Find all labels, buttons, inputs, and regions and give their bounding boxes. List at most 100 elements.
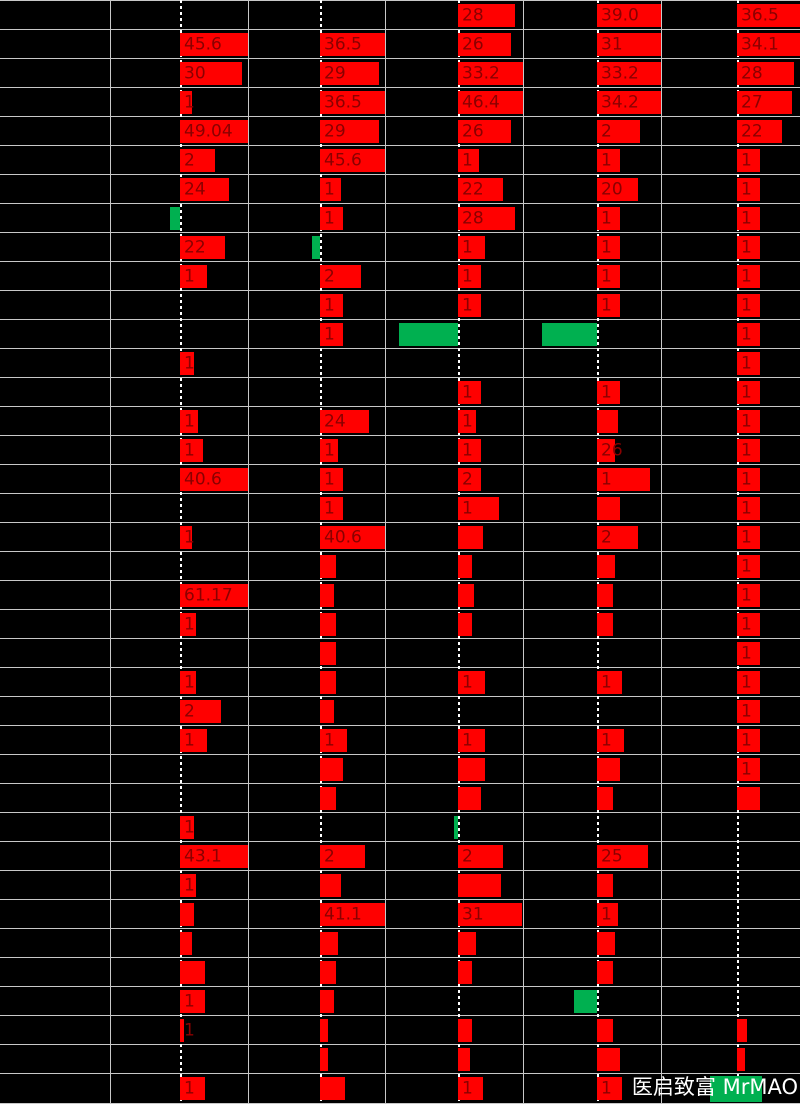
bar-value-label: 1 (462, 411, 473, 431)
bar (597, 932, 616, 955)
bar: 1 (320, 323, 343, 346)
bar (458, 874, 502, 897)
bar-value-label: 1 (741, 730, 752, 750)
bar-value-label: 1 (324, 179, 335, 199)
bar: 41.1 (320, 903, 385, 926)
bar-value-label: 1 (462, 237, 473, 257)
grid-column-line (385, 0, 386, 1104)
bar-value-label: 34.1 (741, 34, 779, 54)
bar (597, 613, 614, 636)
bar-value-label: 1 (601, 904, 612, 924)
bar-value-label: 1 (462, 295, 473, 315)
bar-value-label: 1 (741, 295, 752, 315)
bar: 61.17 (180, 584, 248, 607)
bar: 1 (597, 236, 620, 259)
bar-value-label: 22 (741, 121, 763, 141)
bar-value-label: 1 (741, 759, 752, 779)
bar-value-label: 1 (601, 237, 612, 257)
bar (320, 584, 335, 607)
bar: 26 (458, 120, 512, 143)
bar-value-label: 27 (741, 92, 763, 112)
bar-value-label: 36.5 (324, 92, 362, 112)
bar: 36.5 (320, 91, 385, 114)
bar: 1 (737, 468, 760, 491)
bar: 46.4 (458, 91, 523, 114)
bar: 49.04 (180, 120, 248, 143)
bar: 26 (597, 439, 623, 462)
bar-value-label: 1 (462, 1078, 473, 1098)
bar (458, 961, 473, 984)
grid-row-line (0, 348, 800, 349)
chart-panel-panel-1: 45.6 30 1 49.04 2 24 22 1 1 1 1 40.6 1 61.17 1 1 2 1 1 43.1… (111, 0, 248, 1104)
bar: 24 (320, 410, 370, 433)
grid-row-line (0, 870, 800, 871)
bar-value-label: 1 (324, 469, 335, 489)
bar-value-label: 25 (601, 846, 623, 866)
bar-value-label: 1 (601, 266, 612, 286)
bar (597, 961, 614, 984)
bar (320, 787, 337, 810)
bar (458, 932, 477, 955)
bar-value-label: 46.4 (462, 92, 500, 112)
bar: 25 (597, 845, 649, 868)
bar-value-label: 26 (462, 121, 484, 141)
bar: 1 (737, 555, 760, 578)
bar-value-label: 33.2 (462, 63, 500, 83)
bar (458, 613, 473, 636)
bar (597, 410, 618, 433)
bar-value-label: 1 (741, 527, 752, 547)
bar: 1 (458, 149, 479, 172)
bar-value-label: 1 (462, 440, 473, 460)
bar-value-label: 1 (184, 1078, 195, 1098)
bar-value-label: 1 (184, 614, 195, 634)
bar (597, 787, 614, 810)
bar: 1 (320, 207, 343, 230)
bar: 2 (320, 265, 361, 288)
bar-value-label: 1 (741, 382, 752, 402)
bar-value-label: 22 (184, 237, 206, 257)
bar-value-label: 45.6 (324, 150, 362, 170)
panel-centerline (597, 0, 599, 1104)
bar-value-label: 1 (741, 440, 752, 460)
bar: 1 (737, 613, 760, 636)
bar (180, 932, 193, 955)
bar-value-label: 1 (324, 730, 335, 750)
bar (320, 642, 337, 665)
grid-row-line (0, 1073, 800, 1074)
bar (597, 555, 616, 578)
bar (320, 874, 341, 897)
grid-row-line (0, 638, 800, 639)
bar: 1 (180, 729, 207, 752)
bar: 22 (458, 178, 504, 201)
bar: 1 (458, 294, 481, 317)
bar-value-label: 1 (462, 266, 473, 286)
watermark-text: 医启致富 MrMAO (631, 1074, 798, 1099)
grid-row-line (0, 377, 800, 378)
bar-value-label: 1 (324, 208, 335, 228)
bar-value-label: 22 (462, 179, 484, 199)
grid-row-line (0, 116, 800, 117)
grid-row-line (0, 841, 800, 842)
bar-value-label: 30 (184, 63, 206, 83)
grid-row-line (0, 29, 800, 30)
bar: 1 (597, 381, 620, 404)
grid-row-line (0, 899, 800, 900)
panel-centerline (737, 0, 739, 1104)
bar-value-label: 1 (741, 672, 752, 692)
bar: 1 (458, 729, 485, 752)
bar-value-label: 1 (462, 498, 473, 518)
bar-value-label: 43.1 (184, 846, 222, 866)
bar: 1 (597, 671, 622, 694)
bar-value-label: 1 (324, 324, 335, 344)
bar-value-label: 1 (741, 411, 752, 431)
bar-value-label: 1 (741, 266, 752, 286)
bar (458, 1019, 473, 1042)
bar-value-label: 1 (741, 614, 752, 634)
bar: 1 (597, 294, 620, 317)
bar: 1 (737, 149, 760, 172)
bar: 1 (737, 352, 760, 375)
bar: 2 (180, 149, 215, 172)
grid-row-line (0, 696, 800, 697)
grid-row-line (0, 783, 800, 784)
bar: 29 (320, 120, 380, 143)
